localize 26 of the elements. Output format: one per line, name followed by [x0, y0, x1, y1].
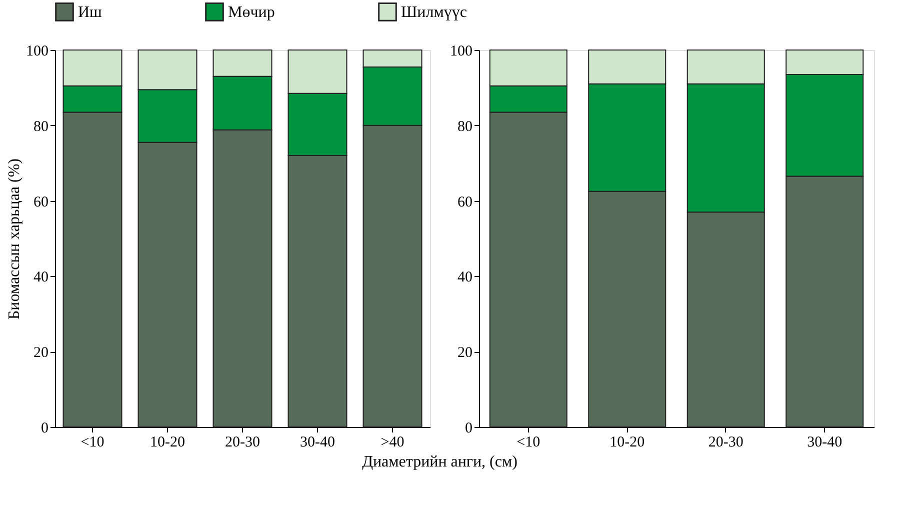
- y-tick-label: 40: [34, 270, 48, 286]
- y-tick-label: 20: [34, 345, 48, 362]
- y-tick-label: 0: [41, 420, 48, 436]
- y-tick-label: 60: [34, 194, 48, 210]
- legend-label: Иш: [78, 4, 103, 21]
- y-tick-label: 40: [458, 270, 472, 286]
- y-tick-label: 100: [450, 44, 472, 60]
- y-tick-label: 60: [458, 194, 472, 210]
- y-axis-title: Биомассын харьцаа (%): [6, 158, 23, 320]
- x-tick-label: 20-30: [225, 434, 260, 450]
- legend-label: Мөчир: [228, 4, 275, 21]
- y-tick-label: 100: [26, 44, 48, 60]
- y-tick-label: 80: [34, 118, 48, 135]
- y-tick-label: 80: [458, 118, 472, 135]
- x-tick-label: 20-30: [708, 434, 744, 450]
- x-tick-label: 10-20: [610, 434, 645, 450]
- y-tick-label: 20: [458, 345, 472, 362]
- y-tick-label: 0: [465, 420, 472, 436]
- legend-label: Шилмүүс: [401, 4, 467, 21]
- x-tick-label: >40: [380, 434, 404, 450]
- x-tick-label: <10: [80, 434, 104, 450]
- x-tick-label: 10-20: [150, 434, 185, 450]
- x-axis-title: Диаметрийн анги, (см): [362, 454, 518, 470]
- x-tick-label: <10: [516, 434, 540, 450]
- x-tick-label: 30-40: [807, 434, 842, 450]
- x-tick-label: 30-40: [300, 434, 335, 450]
